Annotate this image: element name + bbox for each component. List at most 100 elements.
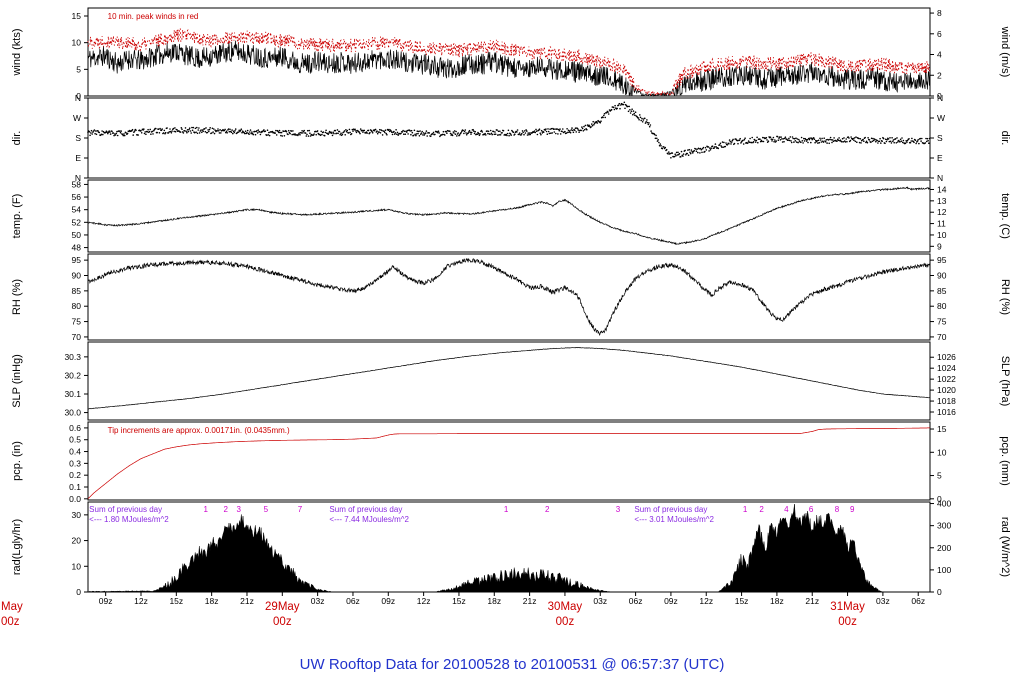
x-tick-label: 09z	[99, 596, 113, 606]
rad-right-tick-label: 100	[937, 565, 951, 575]
dir-right-tick-label: E	[937, 153, 943, 163]
temp-right-tick-label: 13	[937, 196, 947, 206]
temp-left-tick-label: 54	[72, 205, 82, 215]
panel-wind: 0 5 10 15 0 2 4 6 8 wind (kts) wind (m/s) 10 min. p…	[11, 7, 1011, 101]
wind-right-tick-label: 2	[937, 70, 942, 80]
dir-right-axis-label: dir.	[999, 131, 1011, 146]
rad-hour-number: 7	[298, 505, 303, 514]
temp-left-tick-label: 56	[72, 192, 82, 202]
temp-right-tick-label: 14	[937, 184, 947, 194]
rad-sum-label: Sum of previous day	[634, 505, 707, 514]
temp-right-tick-label: 12	[937, 207, 947, 217]
x-tick-label: 12z	[417, 596, 431, 606]
pcp-left-tick-label: 0.2	[69, 470, 81, 480]
wind-left-axis-label: wind (kts)	[11, 28, 23, 76]
slp-right-tick-label: 1018	[937, 396, 956, 406]
rad-sum-value: <--- 1.80 MJoules/m^2	[89, 515, 169, 524]
slp-left-tick-label: 30.3	[64, 352, 81, 362]
x-date-hour-label: 00z	[273, 616, 292, 628]
x-tick-label: 12z	[134, 596, 148, 606]
x-date-label: 30May	[548, 601, 583, 613]
x-date-hour-label: 00z	[838, 616, 857, 628]
rad-sum-label: Sum of previous day	[329, 505, 402, 514]
rh-right-tick-label: 85	[937, 286, 947, 296]
rh-right-tick-label: 95	[937, 255, 947, 265]
temp-left-axis-label: temp. (F)	[11, 194, 23, 239]
pcp-left-tick-label: 0.0	[69, 494, 81, 504]
rad-right-tick-label: 400	[937, 499, 951, 509]
pcp-left-axis-label: pcp. (in)	[11, 441, 23, 481]
dir-left-tick-label: N	[75, 173, 81, 183]
panel-rh: 70 75 80 85 90 95 70 75 80 85 90 95 RH (%) RH (%)	[11, 253, 1011, 342]
x-tick-label: 03z	[311, 596, 325, 606]
slp-left-tick-label: 30.2	[64, 370, 81, 380]
series-solar-radiation	[87, 504, 930, 593]
x-tick-label: 21z	[240, 596, 254, 606]
wind-left-tick-label: 0	[76, 91, 81, 101]
x-tick-label: 06z	[911, 596, 925, 606]
pcp-right-axis-label: pcp. (mm)	[999, 436, 1011, 486]
x-tick-label: 21z	[805, 596, 819, 606]
rad-left-tick-label: 10	[72, 561, 82, 571]
x-tick-label: 09z	[381, 596, 395, 606]
pcp-right-tick-label: 15	[937, 424, 947, 434]
x-axis: 09z 12z 15z 18z 21z 03z 06z 09z 12z 15z 18z 21z 03z 0…	[1, 592, 925, 628]
rad-left-tick-label: 30	[72, 510, 82, 520]
rh-left-tick-label: 90	[72, 271, 82, 281]
wind-left-tick-label: 10	[72, 38, 82, 48]
rad-hour-number: 2	[759, 505, 764, 514]
x-tick-label: 03z	[876, 596, 890, 606]
rad-right-tick-label: 300	[937, 521, 951, 531]
rad-right-axis-label: rad (W/m^2)	[999, 517, 1011, 577]
rad-sum-value: <--- 7.44 MJoules/m^2	[329, 515, 409, 524]
dir-right-tick-label: N	[937, 93, 943, 103]
pcp-left-tick-label: 0.6	[69, 423, 81, 433]
rh-left-axis-label: RH (%)	[11, 279, 23, 315]
slp-left-tick-label: 30.0	[64, 408, 81, 418]
temp-left-tick-label: 50	[72, 230, 82, 240]
series-relative-humidity	[87, 257, 931, 337]
rh-left-tick-label: 75	[72, 317, 82, 327]
series-precip-accum	[87, 427, 930, 500]
slp-right-tick-label: 1024	[937, 363, 956, 373]
dir-right-tick-label: S	[937, 133, 943, 143]
rh-left-tick-label: 80	[72, 301, 82, 311]
rh-right-tick-label: 80	[937, 301, 947, 311]
x-tick-label: 12z	[699, 596, 713, 606]
pcp-annotation: Tip increments are approx. 0.00171in. (0…	[108, 426, 290, 435]
x-tick-label: 06z	[346, 596, 360, 606]
x-date-label: 31May	[830, 601, 865, 613]
pcp-left-tick-label: 0.5	[69, 435, 81, 445]
x-tick-label: 18z	[487, 596, 501, 606]
rad-hour-number: 1	[504, 505, 509, 514]
rad-right-tick-label: 200	[937, 543, 951, 553]
pcp-left-tick-label: 0.1	[69, 482, 81, 492]
temp-left-tick-label: 48	[72, 243, 82, 253]
x-tick-label: 15z	[735, 596, 749, 606]
slp-right-axis-label: SLP (hPa)	[999, 356, 1011, 407]
rad-hour-number: 9	[850, 505, 855, 514]
rad-hour-number: 3	[616, 505, 621, 514]
x-tick-label: 06z	[629, 596, 643, 606]
panel-slp: 30.0 30.1 30.2 30.3 101610181020102210241026…	[11, 341, 1011, 421]
dir-left-tick-label: W	[73, 113, 81, 123]
series-wind-peak	[87, 28, 931, 97]
x-tick-label: 21z	[523, 596, 537, 606]
x-date-label: 29May	[265, 601, 300, 613]
rad-right-tick-label: 0	[937, 587, 942, 597]
series-temperature	[87, 186, 931, 246]
wind-right-tick-label: 4	[937, 50, 942, 60]
temp-right-axis-label: temp. (C)	[999, 193, 1011, 239]
rad-sum-label: Sum of previous day	[89, 505, 162, 514]
rad-hour-number: 6	[809, 505, 814, 514]
wind-right-axis-label: wind (m/s)	[999, 26, 1011, 78]
rad-hour-number: 1	[204, 505, 209, 514]
temp-right-tick-label: 10	[937, 230, 947, 240]
x-date-hour-label-cut: 00z	[1, 616, 20, 628]
pcp-left-tick-label: 0.3	[69, 458, 81, 468]
panel-pcp: 0.0 0.1 0.2 0.30.4 0.5 0.6 0 5 10 15 pcp. (in) pcp.…	[11, 421, 1011, 504]
pcp-right-tick-label: 5	[937, 471, 942, 481]
